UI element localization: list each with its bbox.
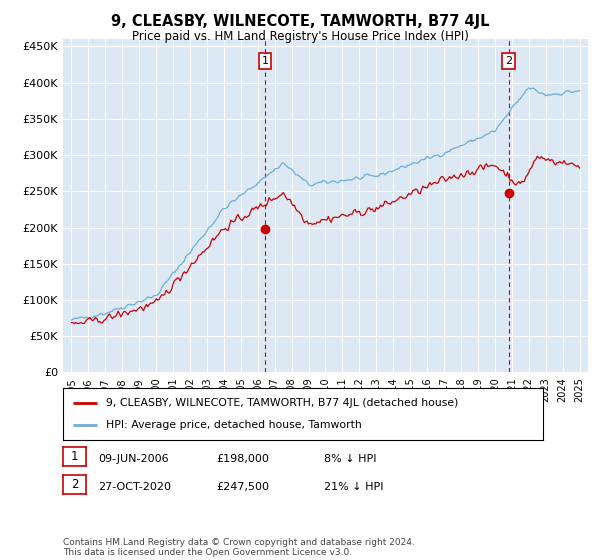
Text: 9, CLEASBY, WILNECOTE, TAMWORTH, B77 4JL: 9, CLEASBY, WILNECOTE, TAMWORTH, B77 4JL: [111, 14, 489, 29]
Text: Price paid vs. HM Land Registry's House Price Index (HPI): Price paid vs. HM Land Registry's House …: [131, 30, 469, 43]
Text: 2: 2: [505, 56, 512, 66]
Text: £247,500: £247,500: [216, 482, 269, 492]
Text: HPI: Average price, detached house, Tamworth: HPI: Average price, detached house, Tamw…: [106, 420, 362, 430]
Text: Contains HM Land Registry data © Crown copyright and database right 2024.
This d: Contains HM Land Registry data © Crown c…: [63, 538, 415, 557]
Text: 09-JUN-2006: 09-JUN-2006: [98, 454, 169, 464]
Text: 1: 1: [71, 450, 78, 463]
Text: £198,000: £198,000: [216, 454, 269, 464]
Text: 2: 2: [71, 478, 78, 491]
Text: 9, CLEASBY, WILNECOTE, TAMWORTH, B77 4JL (detached house): 9, CLEASBY, WILNECOTE, TAMWORTH, B77 4JL…: [106, 398, 458, 408]
Text: 21% ↓ HPI: 21% ↓ HPI: [324, 482, 383, 492]
Text: 1: 1: [262, 56, 269, 66]
Text: 8% ↓ HPI: 8% ↓ HPI: [324, 454, 377, 464]
Text: 27-OCT-2020: 27-OCT-2020: [98, 482, 171, 492]
